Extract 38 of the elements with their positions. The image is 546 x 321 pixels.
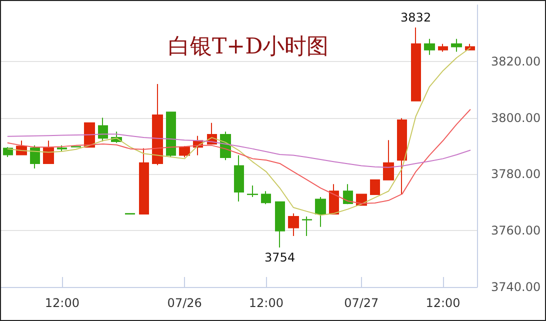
candlestick — [383, 140, 394, 180]
line-series — [7, 109, 471, 204]
candlestick — [247, 184, 258, 198]
y-tick-label: 3780.00 — [491, 167, 541, 182]
candlestick — [424, 38, 435, 56]
candlestick — [166, 112, 176, 158]
x-tick-label: 12:00 — [44, 296, 80, 310]
candlestick — [329, 184, 339, 214]
candlestick — [397, 118, 407, 194]
candlestick — [438, 43, 448, 52]
x-tick-label: 12:00 — [426, 296, 460, 310]
x-tick-label: 07/26 — [167, 296, 202, 310]
candlestick — [370, 179, 380, 196]
candlestick — [411, 27, 421, 102]
candlestick — [261, 190, 271, 205]
candlestick — [179, 146, 190, 158]
line-series — [7, 134, 471, 168]
candlestick — [43, 140, 54, 164]
x-tick-label: 12:00 — [248, 296, 284, 310]
candlestick — [451, 38, 462, 52]
candlestick — [288, 212, 299, 236]
y-tick-label: 3760.00 — [491, 224, 541, 238]
candlestick — [98, 117, 108, 142]
candlestick — [343, 184, 353, 205]
y-tick-label: 3800.00 — [491, 110, 541, 125]
candlestick — [139, 148, 149, 214]
y-tick-label: 3820.00 — [491, 54, 541, 68]
x-tick-label: 07/27 — [344, 296, 379, 310]
candlestick — [302, 216, 312, 236]
candlestick — [234, 154, 244, 202]
annotation: 3832 — [400, 10, 432, 25]
candlestick — [30, 144, 40, 170]
candlestick — [275, 201, 285, 248]
candlestick — [315, 196, 326, 228]
y-tick-label: 3740.00 — [491, 280, 541, 294]
candlestick — [152, 83, 163, 166]
annotation: 3754 — [264, 250, 296, 265]
text: 白银T+D小时图 — [168, 34, 329, 60]
